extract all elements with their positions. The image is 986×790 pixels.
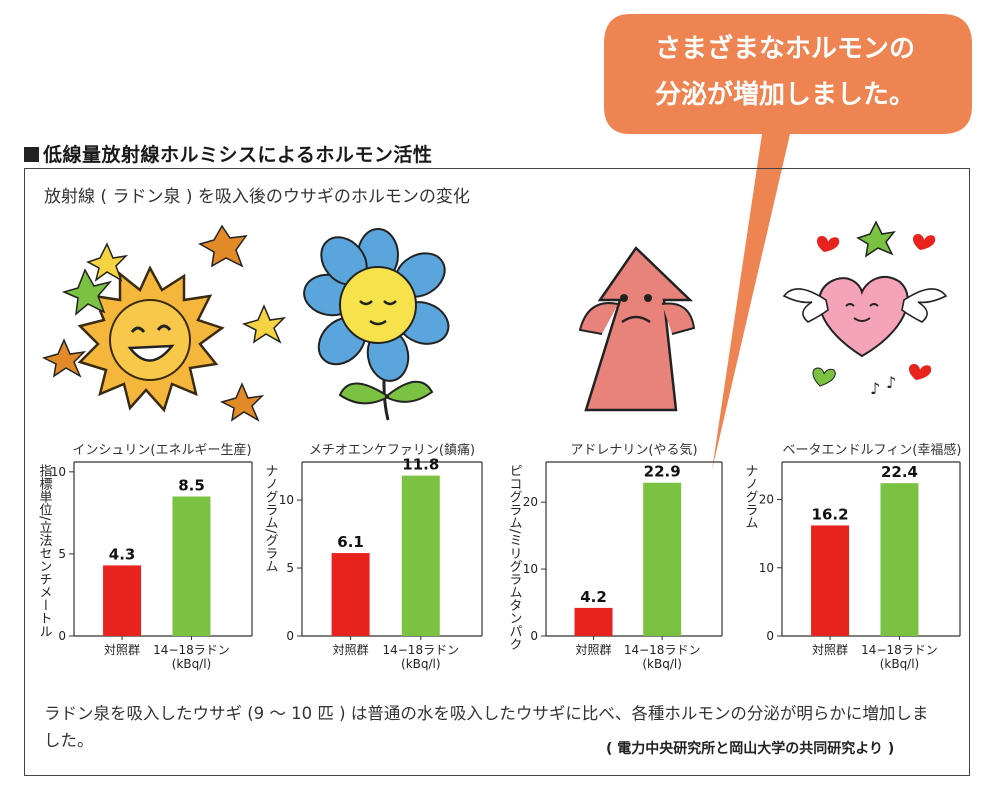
y-tick-label: 20 — [523, 495, 538, 509]
svg-text:♪: ♪ — [870, 379, 880, 398]
y-tick-label: 0 — [766, 629, 774, 643]
chart-area: インシュリン(エネルギー生産) 指標単位/立法センチメートル 0 5 10 4.3 対照群 8… — [37, 442, 962, 671]
bar-value-label: 22.9 — [644, 463, 681, 481]
callout-line-1: さまざまなホルモンの — [654, 34, 915, 64]
chart-title: インシュリン(エネルギー生産) — [72, 442, 251, 458]
content-frame — [24, 168, 970, 776]
section-title-text: 低線量放射線ホルミシスによるホルモン活性 — [43, 144, 433, 166]
x-tick-label: 14−18ラドン — [624, 643, 701, 657]
y-tick-label: 10 — [523, 562, 538, 576]
bar-value-label: 4.2 — [580, 588, 607, 606]
section-title: 低線量放射線ホルミシスによるホルモン活性 — [24, 140, 432, 167]
bar-value-label: 6.1 — [337, 533, 364, 551]
bar-value-label: 16.2 — [812, 505, 849, 523]
bar-value-label: 11.8 — [402, 456, 439, 474]
x-tick-label: 14−18ラドン — [861, 643, 938, 657]
y-axis-label: ピコグラム/ミリグラムタンパク — [507, 464, 523, 651]
callout-text: さまざまなホルモンの 分泌が増加しました。 — [620, 26, 950, 118]
y-tick-label: 5 — [286, 561, 294, 575]
bar — [880, 483, 919, 636]
x-tick-label: 対照群 — [576, 643, 612, 657]
bar — [574, 607, 613, 636]
y-axis-label: ナノグラム — [743, 464, 759, 529]
bar-value-label: 8.5 — [178, 476, 205, 494]
chart-subtitle: 放射線 ( ラドン泉 ) を吸入後のウサギのホルモンの変化 — [44, 187, 470, 207]
y-tick-label: 10 — [759, 561, 774, 575]
winged-heart-icon: ♪ ♪ — [782, 220, 948, 398]
y-tick-label: 20 — [759, 493, 774, 507]
illustrations: ♪ ♪ — [41, 220, 948, 422]
bar-value-label: 22.4 — [881, 463, 918, 481]
body-text: ラドン泉を吸入したウサギ (9 〜 10 匹 ) は普通の水を吸入したウサギに比… — [44, 704, 929, 750]
callout-line-2: 分泌が増加しました。 — [654, 80, 915, 110]
bar-value-label: 4.3 — [109, 545, 136, 563]
x-tick-label: 対照群 — [104, 643, 140, 657]
y-tick-label: 0 — [286, 629, 294, 643]
credit-text: ( 電力中央研究所と岡山大学の共同研究より ) — [606, 741, 895, 757]
y-tick-label: 10 — [51, 465, 66, 479]
y-tick-label: 0 — [58, 629, 66, 643]
x-tick-label: 14−18ラドン — [153, 643, 230, 657]
x-unit-label: (kBq/l) — [401, 657, 441, 671]
bar — [811, 525, 850, 636]
y-tick-label: 5 — [58, 547, 66, 561]
bar — [401, 475, 440, 636]
chart-title: ベータエンドルフィン(幸福感) — [783, 442, 962, 458]
y-axis-label: 指標単位/立法センチメートル — [37, 464, 53, 637]
y-tick-label: 0 — [530, 629, 538, 643]
y-tick-label: 10 — [279, 493, 294, 507]
x-tick-label: 対照群 — [333, 643, 369, 657]
bar — [331, 553, 370, 636]
x-unit-label: (kBq/l) — [172, 657, 212, 671]
arrow-character-icon — [578, 246, 696, 412]
bar — [103, 565, 142, 636]
x-unit-label: (kBq/l) — [642, 657, 682, 671]
chart-title: アドレナリン(やる気) — [570, 442, 697, 458]
x-tick-label: 14−18ラドン — [382, 643, 459, 657]
bar — [172, 496, 211, 636]
flower-icon — [303, 228, 450, 421]
bar — [643, 482, 682, 636]
square-bullet-icon — [24, 147, 39, 162]
sun-icon — [41, 224, 287, 422]
y-axis-label: ナノグラム/グラム — [263, 464, 279, 572]
chart-title: メチオエンケファリン(鎮痛) — [309, 442, 475, 458]
svg-text:♪: ♪ — [886, 373, 896, 392]
x-unit-label: (kBq/l) — [880, 657, 920, 671]
x-tick-label: 対照群 — [812, 643, 848, 657]
